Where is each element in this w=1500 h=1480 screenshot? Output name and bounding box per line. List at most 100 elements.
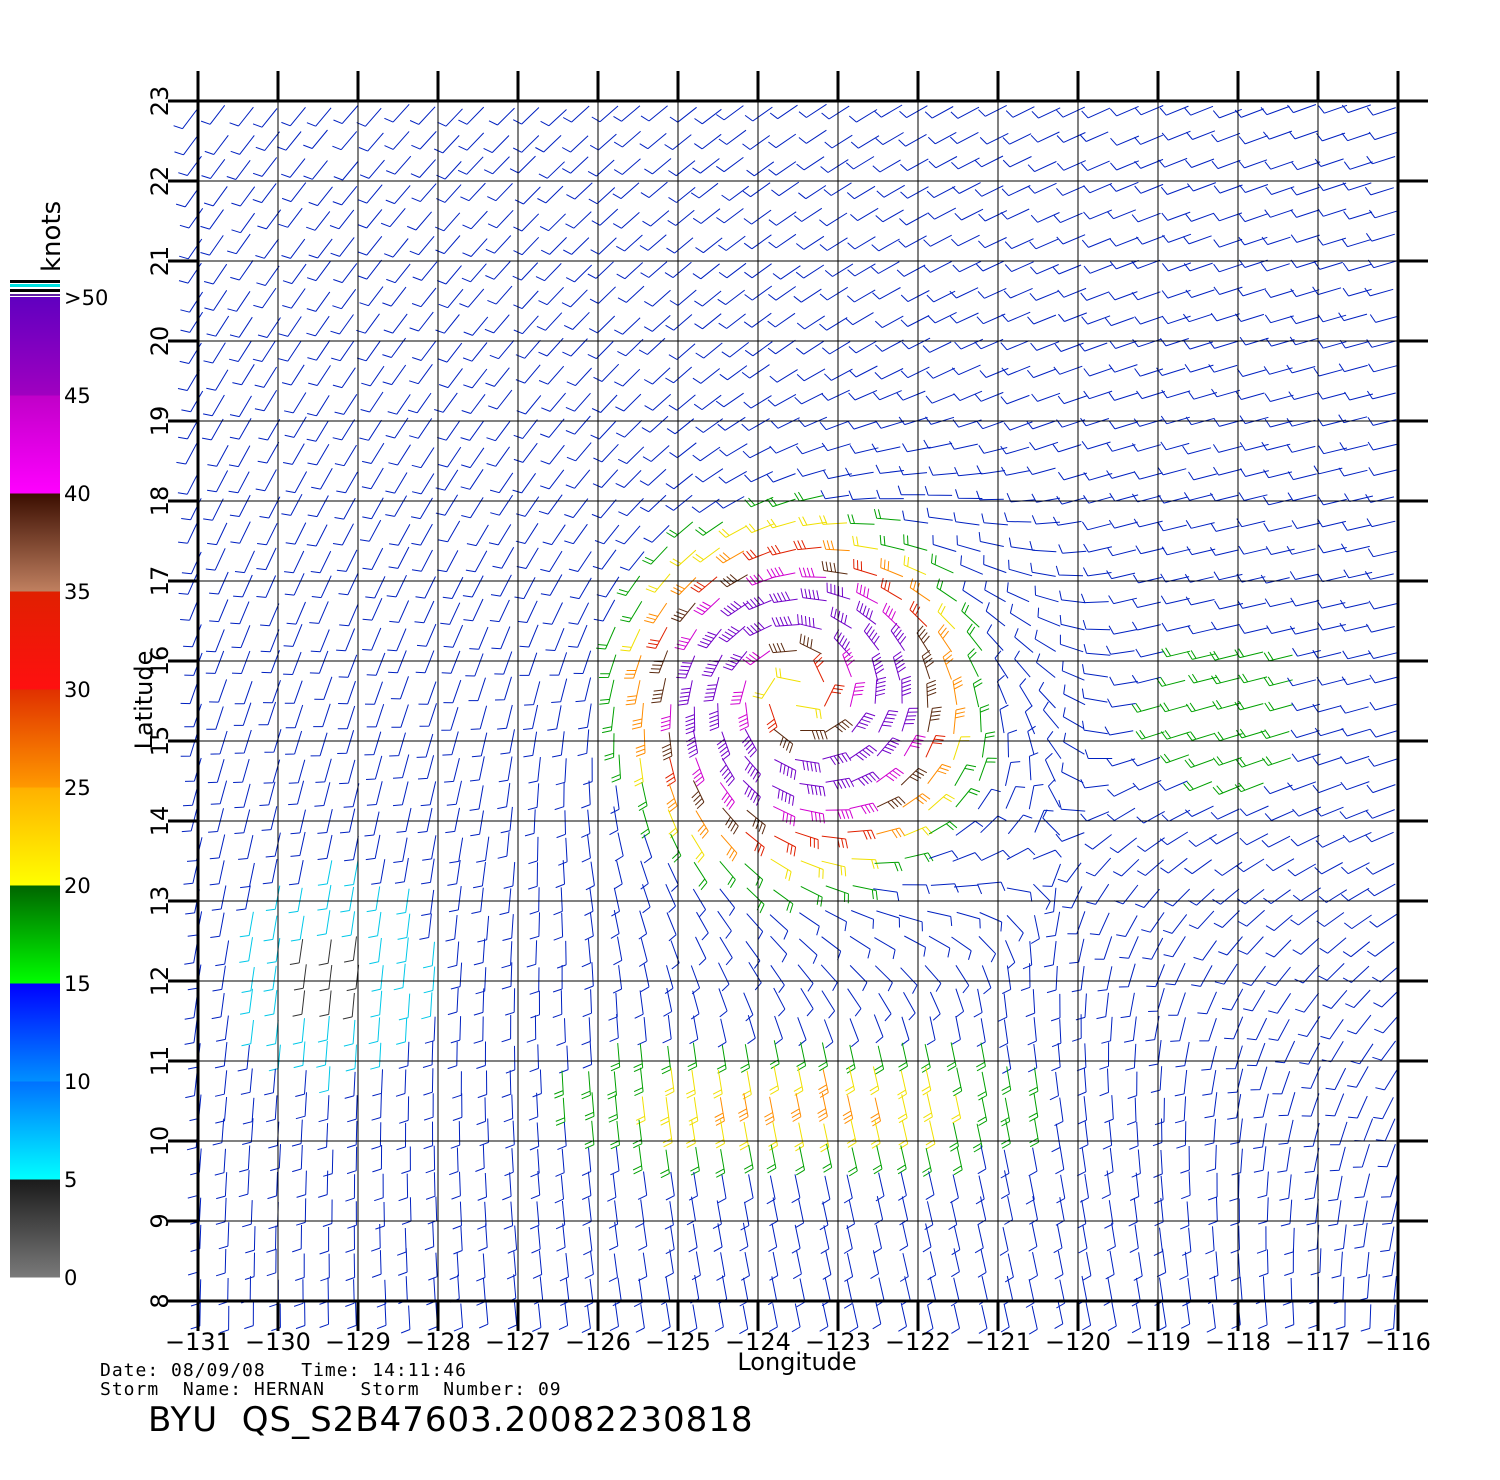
wind-barb xyxy=(208,808,224,833)
wind-barb xyxy=(926,679,937,708)
wind-barb xyxy=(1263,469,1293,479)
wind-barb xyxy=(387,628,407,652)
wind-barb xyxy=(442,576,464,599)
wind-barb xyxy=(345,1253,356,1282)
wind-barb xyxy=(1075,993,1087,1021)
wind-barb xyxy=(739,1121,749,1151)
wind-barb xyxy=(425,1172,436,1200)
wind-barb xyxy=(744,1174,754,1204)
wind-barb xyxy=(450,1121,461,1149)
wind-barb xyxy=(661,1045,672,1075)
wind-barb xyxy=(1062,886,1083,909)
wind-barb xyxy=(231,625,251,649)
latitude-tick-label: 21 xyxy=(146,246,174,277)
wind-barb xyxy=(565,469,591,489)
wind-barb xyxy=(303,160,328,180)
wind-barb xyxy=(1160,185,1190,195)
wind-barb xyxy=(344,860,359,887)
wind-barb xyxy=(380,207,406,228)
wind-barb xyxy=(229,494,251,517)
wind-barb xyxy=(557,1121,567,1151)
wind-barb xyxy=(411,473,435,495)
wind-barb xyxy=(513,213,540,232)
wind-barb xyxy=(488,524,512,546)
wind-barb xyxy=(239,937,253,963)
wind-barb xyxy=(1321,1040,1344,1063)
wind-barb xyxy=(598,654,617,678)
wind-barb xyxy=(347,1201,357,1229)
wind-barb xyxy=(1107,547,1137,557)
wind-barb xyxy=(927,706,942,733)
wind-barb xyxy=(1057,862,1082,883)
wind-barb xyxy=(1354,1173,1371,1199)
wind-barb xyxy=(460,420,485,441)
wind-barb xyxy=(1290,209,1320,218)
wind-barb xyxy=(1029,441,1059,451)
wind-barb xyxy=(1231,1148,1243,1176)
wind-barb xyxy=(338,572,359,596)
wind-barb xyxy=(825,809,854,820)
wind-barb xyxy=(1260,105,1290,116)
wind-barb xyxy=(488,107,515,126)
wind-barb xyxy=(644,289,671,307)
wind-barb xyxy=(701,654,723,677)
wind-barb xyxy=(742,182,771,198)
wind-barb xyxy=(978,237,1007,249)
wind-barb xyxy=(1212,888,1240,905)
latitude-tick-label: 16 xyxy=(146,646,174,677)
wind-barb xyxy=(739,1305,749,1335)
wind-barb xyxy=(644,602,668,624)
wind-barb xyxy=(850,135,880,149)
wind-barb xyxy=(1107,1302,1117,1332)
wind-barb xyxy=(1340,543,1370,553)
wind-barb xyxy=(389,732,406,757)
wind-barb xyxy=(564,498,589,519)
wind-barb xyxy=(531,1225,541,1254)
wind-barb xyxy=(1107,698,1136,708)
wind-barb xyxy=(848,365,878,378)
wind-barb xyxy=(1373,1097,1394,1120)
wind-barb xyxy=(512,135,540,153)
wind-barb xyxy=(848,340,878,354)
wind-barb xyxy=(566,442,592,462)
wind-barb xyxy=(1028,784,1044,810)
wind-barb xyxy=(870,1119,881,1149)
wind-barb xyxy=(902,443,931,453)
wind-barb xyxy=(231,212,256,234)
wind-barb xyxy=(799,912,820,936)
wind-barb xyxy=(1186,546,1216,556)
wind-barb xyxy=(1116,915,1138,937)
wind-barb xyxy=(388,650,407,674)
wind-barb xyxy=(719,757,735,787)
wind-barb xyxy=(703,676,720,702)
wind-barb xyxy=(692,368,721,384)
wind-barb xyxy=(202,394,225,417)
wind-barb xyxy=(1208,364,1238,373)
wind-barb xyxy=(981,731,996,758)
wind-barb xyxy=(423,966,436,994)
wind-barb xyxy=(748,961,762,991)
wind-barb xyxy=(306,524,328,547)
wind-barb xyxy=(434,392,458,413)
wind-barb xyxy=(345,1225,355,1253)
storm-name-line: Storm Name: HERNAN Storm Number: 09 xyxy=(100,1379,562,1400)
wind-barb xyxy=(847,514,875,525)
wind-barb xyxy=(344,1071,356,1099)
wind-barb xyxy=(566,182,593,200)
wind-barb xyxy=(1162,914,1188,934)
wind-barb xyxy=(347,1301,357,1330)
wind-barb xyxy=(1265,546,1295,555)
colorbar-band-30-35 xyxy=(10,591,60,690)
wind-barb xyxy=(204,290,228,311)
wind-barb xyxy=(257,317,281,338)
wind-barb xyxy=(1366,784,1396,794)
wind-barb xyxy=(924,106,954,119)
wind-barb xyxy=(1238,909,1265,927)
wind-barb xyxy=(411,183,437,203)
wind-barb xyxy=(1210,523,1240,532)
wind-barb xyxy=(1181,1171,1191,1200)
wind-barb xyxy=(820,1225,830,1255)
wind-barb xyxy=(902,510,929,524)
wind-barb xyxy=(487,209,514,229)
